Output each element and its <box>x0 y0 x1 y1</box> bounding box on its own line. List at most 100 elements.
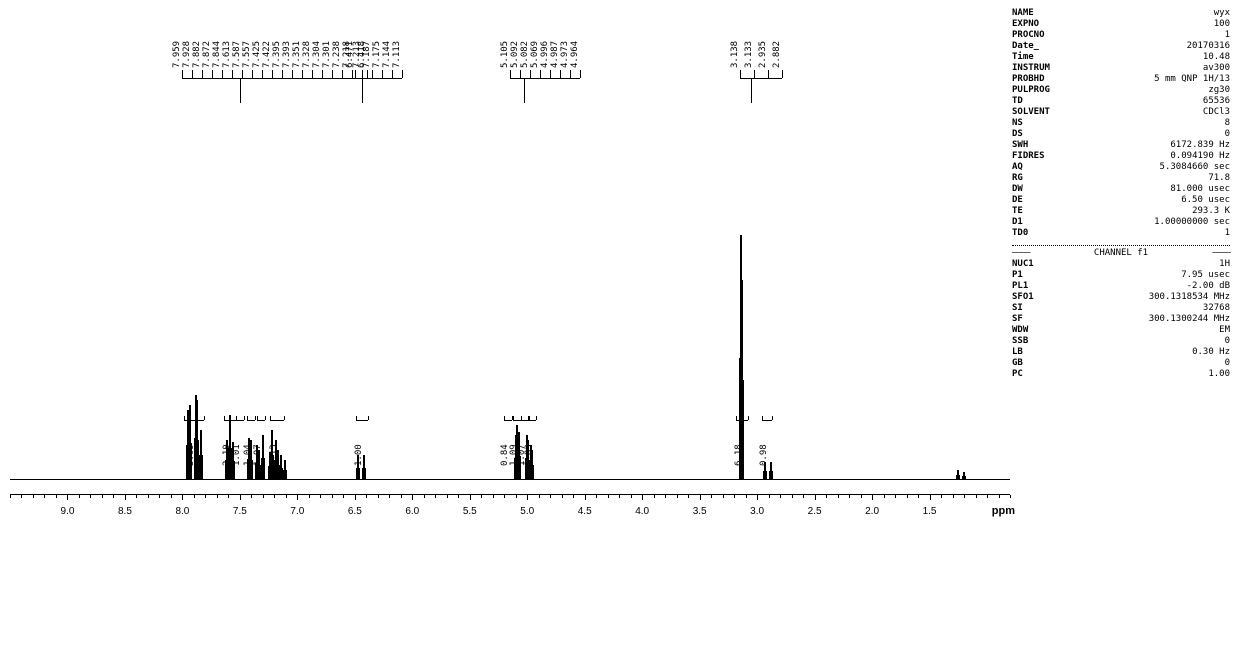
peak-ppm-label: 7.113 <box>392 41 402 68</box>
param-value: 1H <box>1219 259 1230 270</box>
param-key: EXPNO <box>1012 19 1039 30</box>
param-key: WDW <box>1012 325 1028 336</box>
param-key: NAME <box>1012 8 1034 19</box>
x-tick-label: 6.5 <box>348 506 362 517</box>
peak-ppm-label: 7.882 <box>192 41 202 68</box>
param-value: 5 mm QNP 1H/13 <box>1154 74 1230 85</box>
peak-ppm-label: 5.105 <box>500 41 510 68</box>
peak-ppm-label: 7.928 <box>182 41 192 68</box>
param-key: PROCNO <box>1012 30 1045 41</box>
param-row: WDWEM <box>1012 325 1230 336</box>
param-value: 71.8 <box>1208 173 1230 184</box>
peak-ppm-label: 7.304 <box>312 41 322 68</box>
integral-value: 1.07 <box>253 444 263 466</box>
param-value: 300.1300244 MHz <box>1149 314 1230 325</box>
param-value: 20170316 <box>1187 41 1230 52</box>
param-key: LB <box>1012 347 1023 358</box>
param-value: 100 <box>1214 19 1230 30</box>
param-value: 65536 <box>1203 96 1230 107</box>
integral-value: 1.04 <box>243 444 253 466</box>
param-row: SOLVENTCDCl3 <box>1012 107 1230 118</box>
param-row: DS0 <box>1012 129 1230 140</box>
param-value: wyx <box>1214 8 1230 19</box>
param-key: FIDRES <box>1012 151 1045 162</box>
peak-ppm-label: 7.872 <box>202 41 212 68</box>
peak-ppm-label: 7.959 <box>172 41 182 68</box>
param-row: DE6.50 usec <box>1012 195 1230 206</box>
param-key: DE <box>1012 195 1023 206</box>
param-value: 0 <box>1225 129 1230 140</box>
param-value: 300.1318534 MHz <box>1149 292 1230 303</box>
peak-ppm-label: 6.418 <box>357 41 367 68</box>
peak-ppm-label: 7.422 <box>262 41 272 68</box>
peak-ppm-label: 3.138 <box>730 41 740 68</box>
param-key: PC <box>1012 369 1023 380</box>
integral-value: 5.09 <box>186 444 196 466</box>
param-row: TD65536 <box>1012 96 1230 107</box>
param-value: 0 <box>1225 358 1230 369</box>
param-key: SF <box>1012 314 1023 325</box>
peak-ppm-label: 7.613 <box>222 41 232 68</box>
x-tick-label: 2.0 <box>865 506 879 517</box>
peak-ppm-label: 4.964 <box>570 41 580 68</box>
param-value: CDCl3 <box>1203 107 1230 118</box>
param-value: av300 <box>1203 63 1230 74</box>
spectrum-plot: 5.092.101.011.041.073.131.000.841.091.07… <box>10 110 1010 530</box>
param-row: SF 300.1300244 MHz <box>1012 314 1230 325</box>
peak-ppm-label: 4.996 <box>540 41 550 68</box>
peak-ppm-label: 5.082 <box>520 41 530 68</box>
param-value: 5.3084660 sec <box>1160 162 1230 173</box>
x-axis: ppm 9.08.58.07.57.06.56.05.55.04.54.03.5… <box>10 494 1010 495</box>
param-value: 1.00 <box>1208 369 1230 380</box>
spectrum-baseline <box>10 479 1010 480</box>
param-value: 1 <box>1225 30 1230 41</box>
x-tick-label: 5.5 <box>463 506 477 517</box>
param-row: PL1-2.00 dB <box>1012 281 1230 292</box>
peak-ppm-label: 7.175 <box>372 41 382 68</box>
param-key: SFO1 <box>1012 292 1034 303</box>
param-key: D1 <box>1012 217 1023 228</box>
param-value: 6172.839 Hz <box>1170 140 1230 151</box>
param-key: SSB <box>1012 336 1028 347</box>
x-tick-label: 8.5 <box>118 506 132 517</box>
param-key: NUC1 <box>1012 259 1034 270</box>
integral-value: 1.00 <box>354 444 364 466</box>
param-row: NS8 <box>1012 118 1230 129</box>
param-key: RG <box>1012 173 1023 184</box>
peak-ppm-label: 7.144 <box>382 41 392 68</box>
param-row: TE293.3 K <box>1012 206 1230 217</box>
param-value: 81.000 usec <box>1170 184 1230 195</box>
param-key: GB <box>1012 358 1023 369</box>
param-row: PROBHD5 mm QNP 1H/13 <box>1012 74 1230 85</box>
integrals-group: 5.092.101.011.041.073.131.000.841.091.07… <box>10 420 1010 460</box>
x-tick-label: 5.0 <box>520 506 534 517</box>
param-value: 8 <box>1225 118 1230 129</box>
param-row: EXPNO 100 <box>1012 19 1230 30</box>
param-value: 0 <box>1225 336 1230 347</box>
x-axis-unit: ppm <box>992 505 1015 517</box>
channel-title: CHANNEL f1 <box>1094 248 1148 259</box>
param-value: 7.95 usec <box>1181 270 1230 281</box>
param-row: NAME wyx <box>1012 8 1230 19</box>
param-value: 0.094190 Hz <box>1170 151 1230 162</box>
param-value: zg30 <box>1208 85 1230 96</box>
x-tick-label: 3.0 <box>750 506 764 517</box>
param-key: DW <box>1012 184 1023 195</box>
x-tick-label: 1.5 <box>923 506 937 517</box>
integral-value: 0.83 <box>524 444 534 466</box>
param-value: 10.48 <box>1203 52 1230 63</box>
param-row: TD01 <box>1012 228 1230 239</box>
peak-ppm-label: 5.092 <box>510 41 520 68</box>
param-row: DW 81.000 usec <box>1012 184 1230 195</box>
peak-ppm-label: 7.395 <box>272 41 282 68</box>
param-row: SWH6172.839 Hz <box>1012 140 1230 151</box>
param-row: NUC1 1H <box>1012 259 1230 270</box>
param-key: Date_ <box>1012 41 1039 52</box>
x-tick-label: 7.0 <box>290 506 304 517</box>
peak-ppm-label: 4.987 <box>550 41 560 68</box>
peak-connectors <box>10 70 1010 105</box>
param-value: 0.30 Hz <box>1192 347 1230 358</box>
param-row: FIDRES 0.094190 Hz <box>1012 151 1230 162</box>
integral-value: 2.10 <box>222 444 232 466</box>
param-key: Time <box>1012 52 1034 63</box>
